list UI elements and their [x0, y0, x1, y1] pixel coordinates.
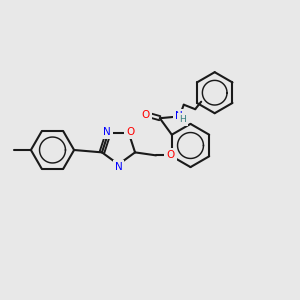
Text: N: N: [115, 162, 122, 172]
Text: N: N: [103, 127, 111, 137]
Text: O: O: [166, 150, 175, 160]
Text: H: H: [179, 115, 186, 124]
Text: O: O: [126, 127, 134, 137]
Text: O: O: [141, 110, 149, 120]
Text: N: N: [175, 111, 183, 121]
